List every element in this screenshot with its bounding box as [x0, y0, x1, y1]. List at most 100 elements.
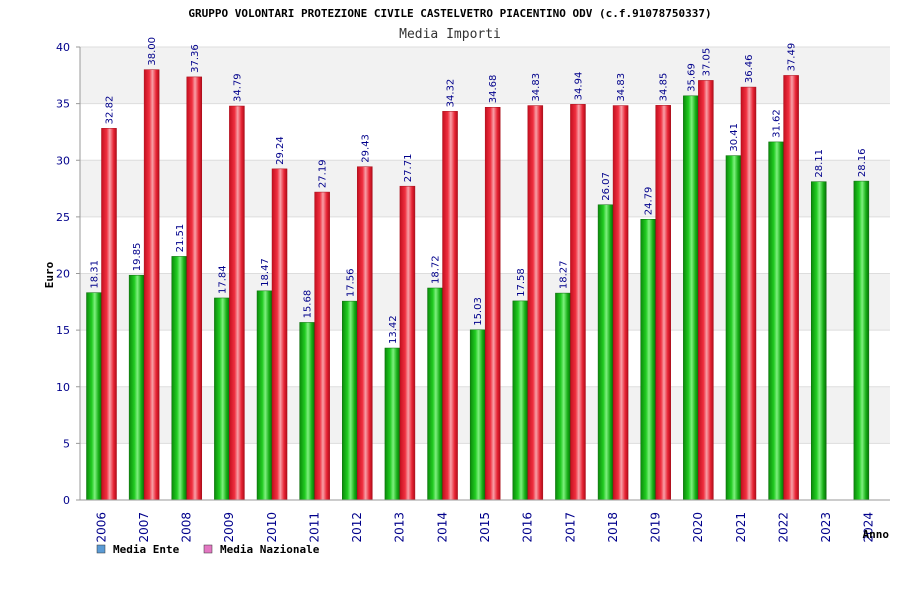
bar-media-nazionale-2015	[484, 106, 501, 501]
x-tick-label-2014: 2014	[435, 512, 449, 543]
data-label-media-ente-2020: 35.69	[686, 63, 697, 92]
x-tick-label-2010: 2010	[265, 512, 279, 543]
x-tick-label-2013: 2013	[393, 512, 407, 543]
y-tick-label: 15	[56, 324, 70, 337]
data-label-media-ente-2024: 28.16	[857, 148, 868, 177]
x-tick-label-2007: 2007	[137, 512, 151, 543]
data-label-media-nazionale-2012: 29.43	[360, 134, 371, 163]
x-tick-label-2022: 2022	[776, 512, 790, 543]
y-axis-ticks: 0 5 10 15 20 25 30 35 40	[56, 41, 80, 507]
chart-title: GRUPPO VOLONTARI PROTEZIONE CIVILE CASTE…	[188, 7, 711, 20]
data-label-media-ente-2013: 13.42	[388, 315, 399, 344]
bar-media-ente-2009	[214, 297, 230, 501]
y-tick-label: 40	[56, 41, 70, 54]
data-label-media-ente-2006: 18.31	[90, 260, 101, 289]
data-label-media-nazionale-2009: 34.79	[232, 73, 243, 102]
data-label-media-nazionale-2015: 34.68	[488, 75, 499, 104]
x-tick-label-2019: 2019	[649, 512, 663, 543]
bar-media-ente-2014	[427, 287, 443, 501]
data-label-media-ente-2010: 18.47	[260, 258, 271, 287]
bar-media-nazionale-2022	[783, 75, 799, 501]
y-tick-label: 5	[63, 437, 70, 450]
data-label-media-ente-2014: 18.72	[431, 255, 442, 284]
bar-media-ente-2020	[683, 95, 699, 501]
x-tick-label-2021: 2021	[734, 512, 748, 543]
bar-media-ente-2021	[725, 155, 742, 501]
x-tick-label-2023: 2023	[819, 512, 833, 543]
data-label-media-nazionale-2006: 32.82	[105, 96, 116, 125]
y-tick-label: 30	[56, 154, 70, 167]
bar-media-ente-2010	[256, 290, 273, 501]
bar-media-nazionale-2008	[186, 76, 203, 501]
data-label-media-nazionale-2021: 36.46	[744, 54, 755, 83]
legend-swatch-media-ente	[96, 544, 106, 554]
y-tick-label: 20	[56, 268, 70, 281]
bar-media-nazionale-2006	[101, 128, 117, 501]
x-tick-label-2020: 2020	[691, 512, 705, 543]
y-axis-label: Euro	[43, 261, 56, 288]
x-tick-label-2006: 2006	[94, 512, 108, 543]
data-label-media-nazionale-2022: 37.49	[787, 43, 798, 72]
y-tick-label: 35	[56, 98, 70, 111]
legend: Media Ente Media Nazionale	[96, 543, 320, 556]
data-label-media-nazionale-2016: 34.83	[531, 73, 542, 102]
x-tick-label-2009: 2009	[222, 512, 236, 543]
bar-media-nazionale-2007	[143, 69, 160, 501]
data-label-media-nazionale-2013: 27.71	[403, 154, 414, 183]
x-tick-label-2016: 2016	[521, 512, 535, 543]
data-label-media-ente-2011: 15.68	[303, 290, 314, 319]
data-label-media-nazionale-2007: 38.00	[147, 37, 158, 66]
data-label-media-nazionale-2017: 34.94	[573, 72, 584, 101]
bar-media-nazionale-2016	[527, 105, 544, 501]
bar-media-ente-2015	[469, 329, 486, 501]
data-label-media-ente-2009: 17.84	[217, 265, 228, 294]
bar-media-nazionale-2013	[399, 185, 416, 501]
legend-swatch-media-nazionale	[203, 544, 213, 554]
bar-media-nazionale-2014	[442, 111, 458, 501]
bar-media-ente-2017	[555, 292, 571, 501]
x-tick-label-2008: 2008	[180, 512, 194, 543]
bar-media-nazionale-2019	[655, 105, 671, 501]
data-labels: 18.31 32.82 19.85 38.00 21.51 37.36 17.84 34.79…	[90, 37, 868, 344]
bar-media-nazionale-2021	[740, 86, 757, 501]
y-tick-label: 10	[56, 381, 70, 394]
y-tick-label: 0	[63, 494, 70, 507]
legend-label-media-nazionale: Media Nazionale	[220, 543, 320, 556]
bar-media-ente-2024	[853, 180, 870, 501]
data-label-media-ente-2015: 15.03	[473, 297, 484, 326]
data-label-media-nazionale-2010: 29.24	[275, 136, 286, 165]
y-tick-label: 25	[56, 211, 70, 224]
x-tick-label-2018: 2018	[606, 512, 620, 543]
bar-media-ente-2006	[86, 292, 102, 501]
x-tick-label-2024: 2024	[862, 512, 876, 543]
data-label-media-ente-2018: 26.07	[601, 172, 612, 201]
data-label-media-nazionale-2011: 27.19	[318, 159, 329, 188]
data-label-media-nazionale-2020: 37.05	[701, 48, 712, 77]
data-label-media-nazionale-2008: 37.36	[190, 44, 201, 73]
bar-media-nazionale-2017	[570, 104, 586, 501]
x-axis-ticks: 2006 2007 2008 2009 2010 2011 2012 2013 2014 2015…	[94, 512, 875, 543]
bar-media-nazionale-2012	[357, 166, 373, 501]
data-label-media-ente-2023: 28.11	[814, 149, 825, 178]
bar-media-nazionale-2020	[698, 80, 714, 501]
data-label-media-ente-2019: 24.79	[644, 187, 655, 216]
bar-media-ente-2016	[512, 300, 529, 501]
data-label-media-nazionale-2019: 34.85	[659, 73, 670, 102]
data-label-media-ente-2007: 19.85	[132, 243, 143, 272]
bar-media-ente-2011	[299, 322, 315, 501]
chart-subtitle: Media Importi	[399, 27, 501, 42]
data-label-media-ente-2022: 31.62	[772, 109, 783, 138]
data-label-media-ente-2016: 17.58	[516, 268, 527, 297]
x-tick-label-2011: 2011	[307, 512, 321, 543]
bar-media-nazionale-2011	[314, 191, 330, 501]
x-tick-label-2015: 2015	[478, 512, 492, 543]
bar-media-ente-2023	[810, 181, 827, 501]
x-tick-label-2012: 2012	[350, 512, 364, 543]
bar-media-ente-2022	[768, 141, 784, 501]
bar-media-ente-2019	[640, 219, 656, 501]
bar-media-nazionale-2010	[271, 168, 288, 501]
x-tick-label-2017: 2017	[563, 512, 577, 543]
data-label-media-nazionale-2018: 34.83	[616, 73, 627, 102]
data-label-media-ente-2017: 18.27	[558, 260, 569, 289]
